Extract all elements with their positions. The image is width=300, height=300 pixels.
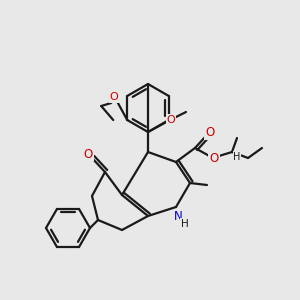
Text: H: H (233, 152, 241, 162)
Text: N: N (174, 209, 182, 223)
Text: H: H (181, 219, 189, 229)
Text: O: O (83, 148, 93, 160)
Text: O: O (167, 115, 176, 125)
Text: O: O (206, 127, 214, 140)
Text: O: O (110, 92, 118, 102)
Text: O: O (209, 152, 219, 164)
